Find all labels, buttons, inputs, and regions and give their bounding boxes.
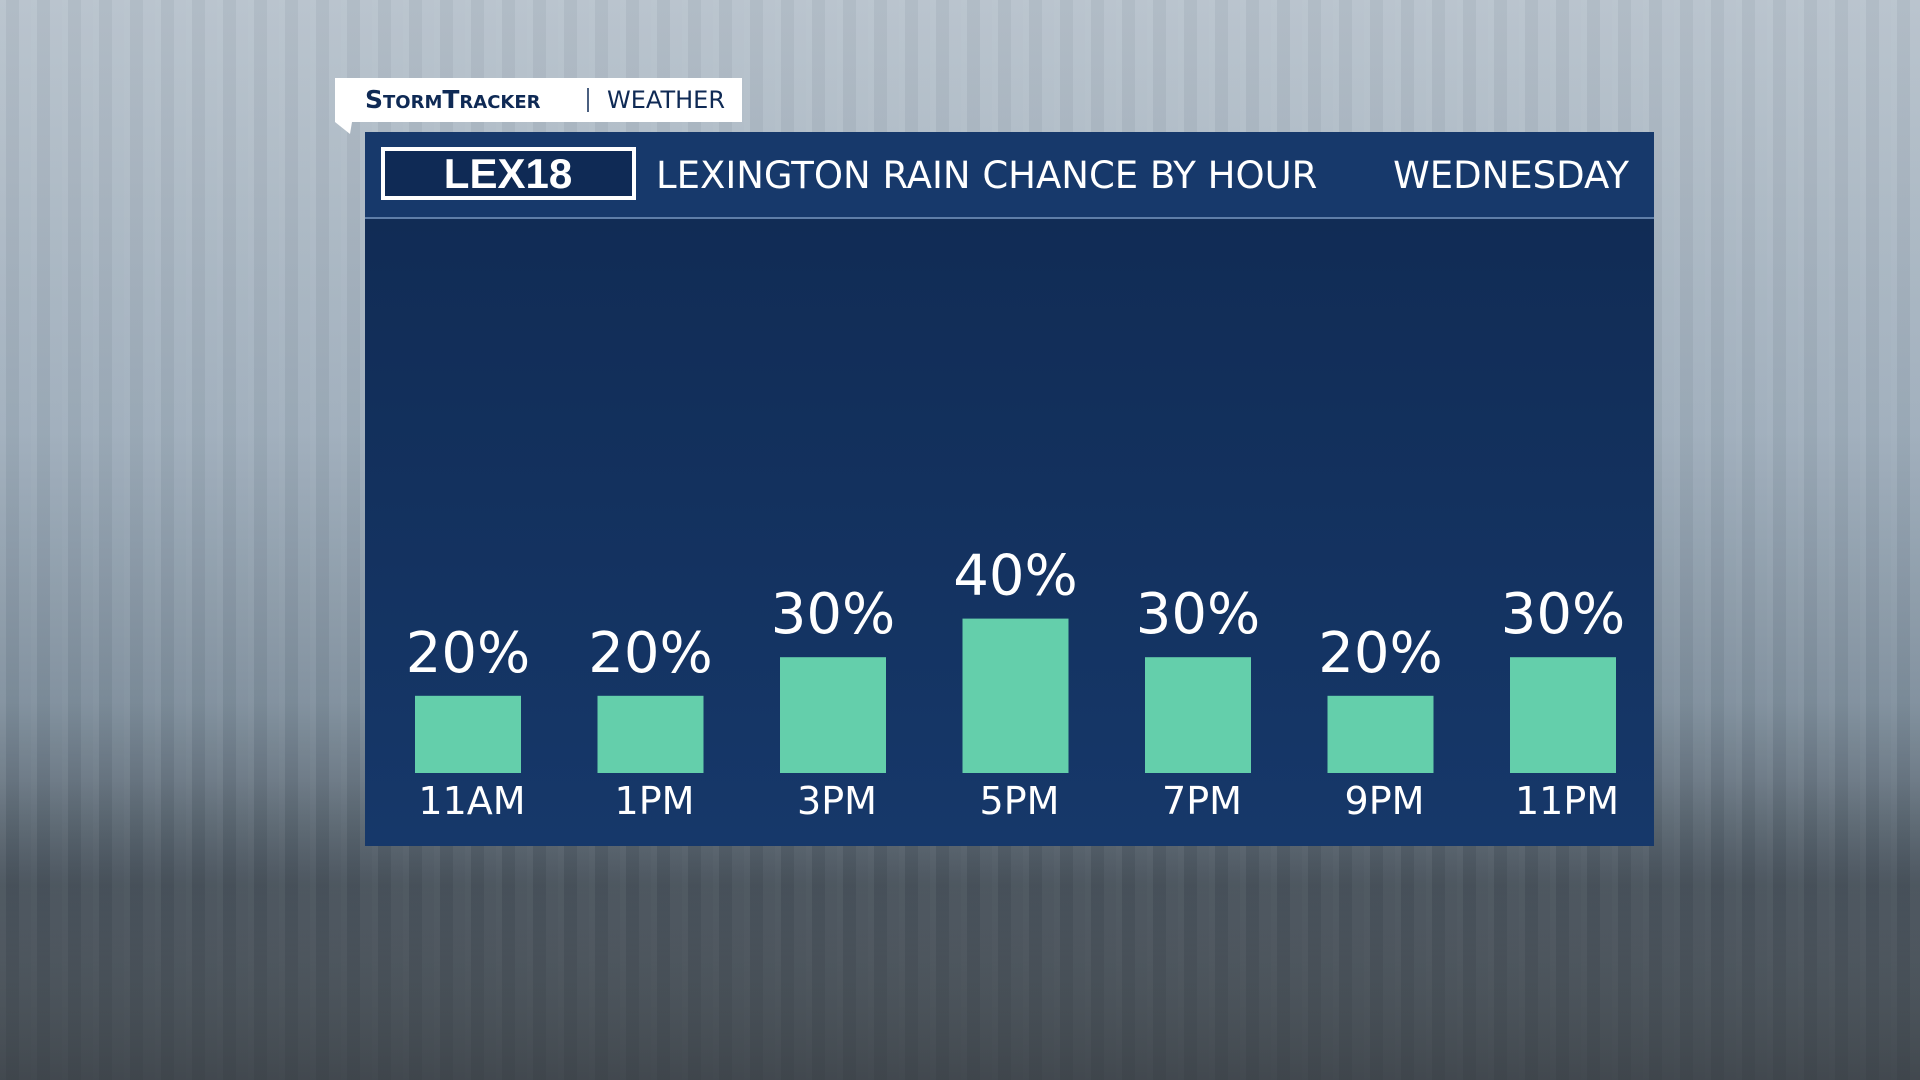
brand-tag (335, 78, 742, 134)
bar (1327, 695, 1434, 773)
bar (415, 695, 521, 773)
logo-inner (385, 151, 632, 196)
chart-title: LEXINGTON RAIN CHANCE BY HOUR (656, 154, 1317, 197)
bar (1145, 657, 1251, 773)
value-label: 30% (1501, 582, 1625, 647)
logo: LEX18 (444, 150, 572, 197)
bar (1510, 657, 1616, 773)
chart-subtitle: WEDNESDAY (1393, 154, 1629, 197)
x-tick-label: 11PM (1515, 779, 1619, 823)
value-label: 20% (588, 621, 712, 686)
x-tick-label: 1PM (615, 779, 695, 823)
bar (597, 695, 704, 773)
section-name: WEATHER (607, 86, 725, 114)
bar (962, 618, 1069, 773)
value-label: 20% (1318, 621, 1442, 686)
value-label: 40% (953, 544, 1077, 609)
value-label: 20% (406, 621, 530, 686)
value-label: 30% (1136, 582, 1260, 647)
brand-name: StormTracker (365, 85, 541, 114)
bar (780, 657, 886, 773)
x-tick-label: 3PM (797, 779, 877, 823)
x-tick-label: 7PM (1162, 779, 1242, 823)
x-tick-label: 9PM (1345, 779, 1425, 823)
x-tick-label: 5PM (980, 779, 1060, 823)
value-label: 30% (771, 582, 895, 647)
x-tick-label: 11AM (418, 779, 525, 823)
